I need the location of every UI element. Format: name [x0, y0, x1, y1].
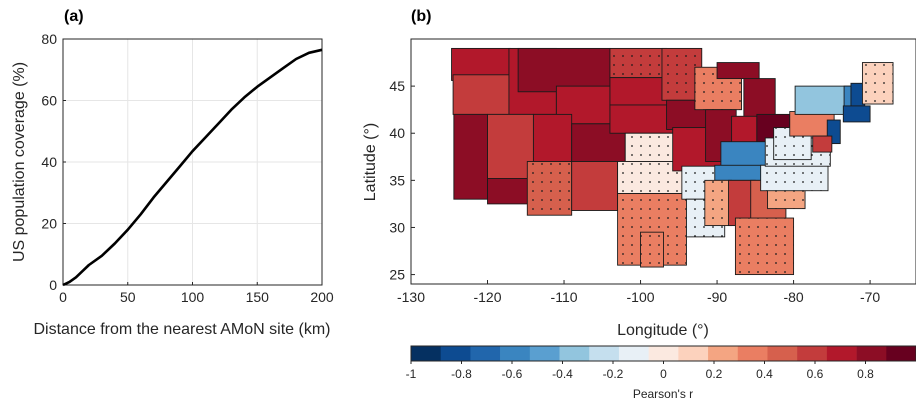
panel-b-y-tick-label: 35 [389, 172, 405, 188]
state-region-ma [842, 105, 871, 123]
colorbar-ticks: -1 -0.8 -0.6 -0.4 -0.2 0 0.2 0.4 0.6 0.8 [406, 361, 874, 381]
panel-b-y-tick-label: 40 [389, 125, 405, 141]
panel-a-y-tick-label: 20 [41, 216, 57, 232]
state-region-mi-up [716, 62, 760, 80]
colorbar: -1 -0.8 -0.6 -0.4 -0.2 0 0.2 0.4 0.6 0.8 Pearson'… [406, 345, 916, 401]
colorbar-cells [411, 346, 916, 361]
colorbar-cell [618, 346, 649, 361]
state-region-ca [453, 113, 488, 200]
state-region-mt [517, 47, 611, 93]
colorbar-cell [767, 346, 798, 361]
colorbar-cell [470, 346, 501, 361]
colorbar-cell [856, 346, 887, 361]
colorbar-label: Pearson's r [633, 387, 693, 401]
colorbar-tick-label: 0.6 [807, 367, 824, 381]
panel-b-x-tick-label: -70 [860, 289, 880, 305]
colorbar-cell [708, 346, 739, 361]
colorbar-tick-label: -0.4 [552, 367, 573, 381]
significance-dots-ms [704, 180, 732, 226]
significance-dots-fl [735, 218, 794, 275]
colorbar-cell [589, 346, 620, 361]
colorbar-tick-label: -0.2 [603, 367, 624, 381]
panel-a-y-tick-label: 40 [41, 154, 57, 170]
colorbar-cell [737, 346, 768, 361]
panel-b-x-tick-label: -90 [707, 289, 727, 305]
colorbar-cell [648, 346, 679, 361]
colorbar-cell [826, 346, 857, 361]
colorbar-cell [529, 346, 560, 361]
colorbar-cell [797, 346, 828, 361]
panel-b-y-axis-label: Latitude (°) [362, 123, 379, 201]
coverage-curve [62, 48, 323, 287]
colorbar-tick-label: -0.6 [502, 367, 523, 381]
panel-a-grid [62, 38, 323, 286]
panel-a-x-ticks: 0 50 100 150 200 [59, 282, 334, 305]
panel-b-y-tick-label: 30 [389, 219, 405, 235]
panel-a-y-tick-label: 0 [49, 277, 57, 293]
panel-b-x-axis-label: Longitude (°) [617, 322, 709, 339]
colorbar-tick-label: -0.8 [451, 367, 472, 381]
panel-b-x-tick-label: -110 [551, 289, 578, 305]
state-region-mi [743, 78, 776, 118]
colorbar-cell [500, 346, 531, 361]
significance-dots-nc [760, 165, 829, 191]
colorbar-tick-label: 0 [660, 367, 667, 381]
panel-b-y-ticks: 25 30 35 40 45 [389, 78, 415, 283]
state-region-nv [487, 113, 534, 179]
state-region-or [452, 74, 515, 115]
significance-dots-me [862, 62, 894, 105]
significance-dots-az [527, 161, 572, 216]
panel-a-label: (a) [64, 8, 84, 25]
panel-a-x-tick-label: 0 [59, 289, 67, 305]
panel-b-x-tick-label: -80 [783, 289, 803, 305]
colorbar-tick-label: 0.8 [857, 367, 874, 381]
coverage-line-chart: (a) 0 50 100 150 200 0 20 40 60 80 Distance from… [11, 8, 334, 338]
panel-a-y-tick-label: 80 [41, 31, 57, 47]
panel-b-x-tick-label: -130 [397, 289, 425, 305]
state-regions [451, 47, 894, 276]
panel-a-x-tick-label: 50 [120, 289, 136, 305]
panel-b-y-tick-label: 25 [389, 267, 405, 283]
panel-a-y-ticks: 0 20 40 60 80 [41, 31, 66, 293]
state-region-md [812, 135, 833, 153]
panel-b-x-tick-label: -120 [473, 289, 501, 305]
panel-a-x-tick-label: 100 [181, 289, 205, 305]
colorbar-cell [678, 346, 709, 361]
panel-b-y-tick-label: 45 [389, 78, 405, 94]
state-region-pa [789, 111, 835, 137]
colorbar-cell [440, 346, 471, 361]
panel-b-x-ticks: -130 -120 -110 -100 -90 -80 -70 [397, 280, 880, 305]
state-region-nm [571, 161, 619, 211]
panel-b-label: (b) [411, 8, 431, 25]
colorbar-cell [886, 346, 916, 361]
colorbar-cell [411, 346, 442, 361]
significance-dots-nd [609, 48, 667, 78]
panel-b-x-tick-label: -100 [627, 289, 655, 305]
colorbar-cell [559, 346, 590, 361]
panel-a-x-tick-label: 200 [310, 289, 334, 305]
significance-dots-tx-s [640, 232, 664, 268]
panel-a-y-axis-label: US population coverage (%) [11, 62, 28, 262]
panel-a-x-axis-label: Distance from the nearest AMoN site (km) [34, 321, 331, 338]
state-correlation-map: (b) -130 -120 -110 -100 -90 -80 -70 25 30 35 40 45… [362, 8, 916, 339]
state-region-ut [532, 113, 573, 162]
panel-a-y-tick-label: 60 [41, 93, 57, 109]
panel-b-axes-box [410, 38, 916, 285]
panel-a-x-tick-label: 150 [246, 289, 270, 305]
colorbar-tick-label: 0.4 [756, 367, 773, 381]
colorbar-tick-label: 0.2 [706, 367, 723, 381]
colorbar-tick-label: -1 [406, 367, 417, 381]
